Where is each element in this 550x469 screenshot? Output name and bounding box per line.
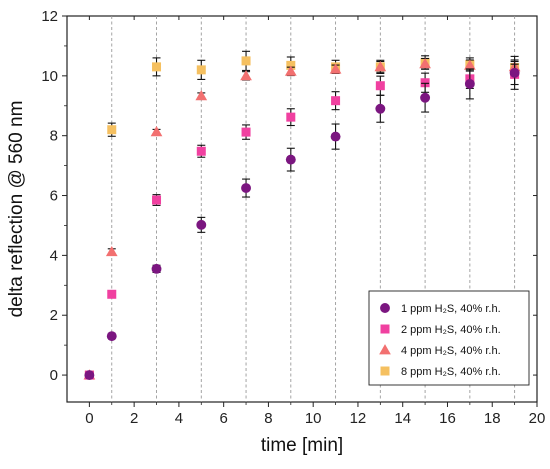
data-point xyxy=(286,112,296,122)
x-tick-label: 8 xyxy=(264,410,272,427)
x-axis-title: time [min] xyxy=(261,435,343,456)
data-point xyxy=(84,370,95,381)
x-tick-label: 18 xyxy=(484,410,501,427)
legend-marker xyxy=(379,344,391,355)
ticks-layer: 0 2 4 6 8 10 12 14 16 18 20 0 2 4 6 8 10 12 xyxy=(41,8,545,427)
y-axis-title: delta reflection @ 560 nm xyxy=(6,101,27,318)
y-tick-label: 12 xyxy=(41,8,58,25)
data-point xyxy=(241,56,251,66)
data-point xyxy=(375,81,385,91)
x-tick-label: 16 xyxy=(439,410,456,427)
legend-label: 1 ppm H₂S, 40% r.h. xyxy=(401,303,501,315)
data-point xyxy=(196,146,206,156)
legend-box xyxy=(368,290,530,386)
x-tick-label: 6 xyxy=(219,410,227,427)
data-point xyxy=(286,60,296,70)
data-point xyxy=(420,78,430,88)
data-point xyxy=(150,125,163,137)
legend-marker xyxy=(380,324,390,334)
data-point xyxy=(241,183,251,194)
data-point xyxy=(420,92,431,103)
data-point xyxy=(152,195,162,205)
y-tick-label: 10 xyxy=(41,68,58,85)
data-point xyxy=(107,289,117,299)
y-tick-label: 2 xyxy=(50,307,58,324)
legend-marker xyxy=(380,303,390,313)
data-point xyxy=(240,69,252,81)
legend: 1 ppm H₂S, 40% r.h. 2 ppm H₂S, 40% r.h. 4 … xyxy=(368,290,530,386)
x-tick-label: 0 xyxy=(85,410,93,427)
data-point xyxy=(464,59,476,70)
x-tick-label: 20 xyxy=(529,410,546,427)
data-point xyxy=(331,96,341,106)
y-tick-label: 0 xyxy=(50,367,58,384)
data-point xyxy=(509,67,520,78)
x-tick-label: 14 xyxy=(394,410,411,427)
legend-marker xyxy=(380,366,390,376)
y-tick-label: 6 xyxy=(50,188,58,205)
data-layer xyxy=(83,50,521,381)
data-point xyxy=(195,90,208,101)
data-point xyxy=(285,154,296,165)
data-point xyxy=(151,263,162,274)
data-point xyxy=(329,63,342,74)
data-point xyxy=(374,61,387,72)
data-point xyxy=(106,331,117,342)
data-point xyxy=(196,65,206,75)
data-point xyxy=(419,58,431,69)
y-tick-label: 8 xyxy=(50,128,58,145)
legend-label: 8 ppm H₂S, 40% r.h. xyxy=(401,366,501,378)
data-point xyxy=(464,78,475,89)
data-point xyxy=(375,103,386,114)
y-tick-label: 4 xyxy=(50,247,58,264)
data-point xyxy=(196,219,207,230)
data-point xyxy=(241,127,251,137)
data-point xyxy=(284,65,297,76)
data-point xyxy=(105,245,118,257)
data-point xyxy=(330,131,341,142)
data-point xyxy=(152,62,162,72)
data-point xyxy=(107,125,117,135)
x-tick-label: 12 xyxy=(350,410,367,427)
legend-label: 2 ppm H₂S, 40% r.h. xyxy=(401,324,501,336)
x-tick-label: 10 xyxy=(305,410,322,427)
legend-label: 4 ppm H₂S, 40% r.h. xyxy=(401,345,501,357)
x-tick-label: 4 xyxy=(175,410,183,427)
x-tick-label: 2 xyxy=(130,410,138,427)
